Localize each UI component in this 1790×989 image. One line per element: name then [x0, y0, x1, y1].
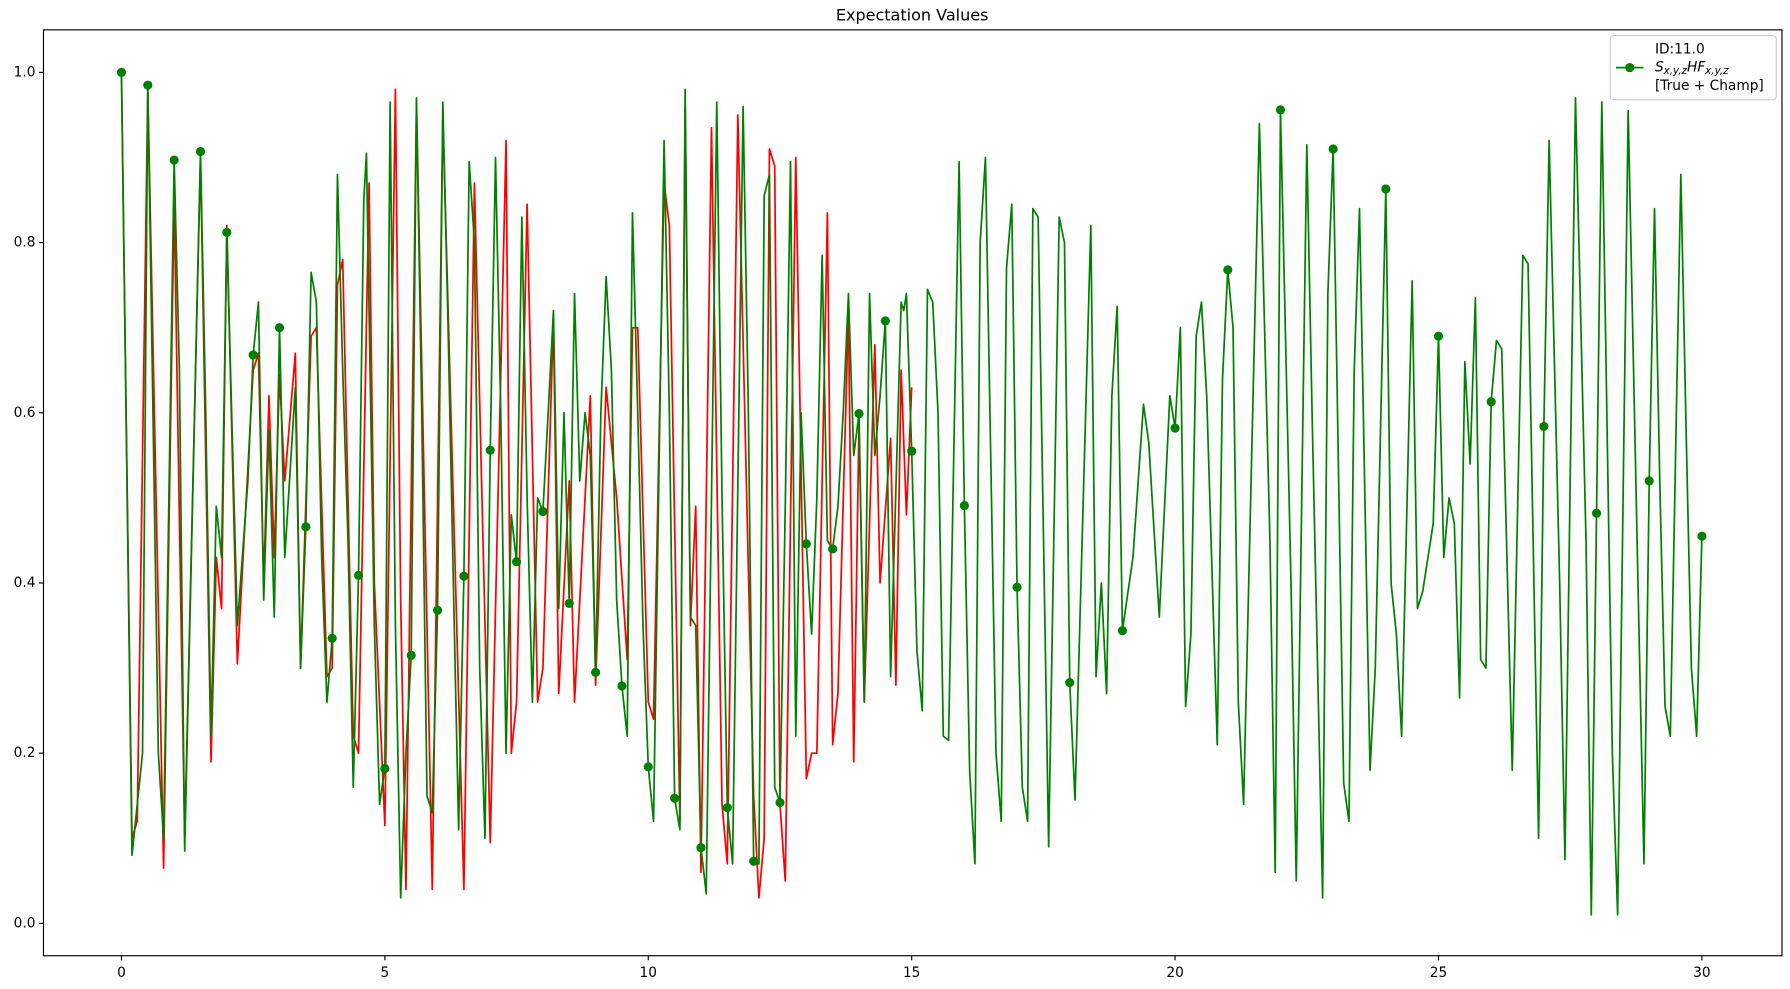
data-point: [643, 762, 653, 772]
data-point: [564, 598, 574, 608]
x-tick-label: 10: [640, 965, 657, 981]
data-point: [959, 500, 969, 511]
data-point: [116, 67, 127, 77]
axes-frame: [42, 29, 1783, 957]
data-point: [380, 763, 390, 774]
data-point: [1328, 144, 1338, 154]
y-tick-label: 0.0: [14, 915, 36, 931]
data-point: [169, 155, 179, 165]
legend-label-part: S: [1655, 60, 1664, 76]
chart-title: Expectation Values: [836, 6, 989, 25]
legend-label: ID:11.0: [1655, 41, 1705, 57]
data-point: [1644, 476, 1654, 486]
y-tick-label: 0.8: [14, 235, 36, 251]
data-point: [538, 506, 548, 517]
legend-label: Sx,y,zHFx,y,z: [1655, 60, 1729, 77]
legend-label-part: x,y,z: [1704, 65, 1729, 77]
y-tick-label: 1.0: [14, 64, 36, 80]
data-line: [120, 72, 1703, 916]
data-point: [1012, 582, 1022, 592]
data-point: [1381, 184, 1391, 194]
data-point: [143, 80, 153, 90]
data-point: [406, 650, 416, 660]
legend-label-part: HF: [1687, 60, 1706, 76]
data-point: [511, 557, 522, 567]
data-point: [1065, 677, 1075, 688]
data-point: [828, 544, 838, 554]
data-point: [1170, 423, 1180, 433]
data-point: [1275, 105, 1286, 115]
data-point: [1117, 626, 1127, 636]
x-tick-label: 20: [1166, 965, 1183, 981]
legend-marker: [1625, 63, 1635, 73]
data-point: [274, 323, 285, 333]
x-tick-label: 30: [1693, 965, 1710, 981]
legend-label-part: x,y,z: [1663, 65, 1688, 77]
data-point: [459, 571, 469, 581]
data-point: [749, 856, 759, 866]
data-point: [1223, 265, 1233, 275]
x-tick-label: 5: [381, 965, 390, 981]
x-tick-label: 15: [903, 965, 920, 981]
data-point: [1433, 331, 1444, 341]
data-point: [907, 446, 917, 456]
data-point: [591, 667, 601, 677]
y-tick-label: 0.6: [14, 405, 36, 421]
x-tick-label: 0: [117, 965, 126, 981]
data-point: [1539, 421, 1549, 431]
y-tick-label: 0.4: [14, 575, 36, 591]
data-point: [301, 522, 311, 532]
data-point: [775, 797, 785, 808]
data-point: [485, 445, 495, 455]
data-point: [696, 843, 706, 853]
data-point: [1486, 397, 1496, 407]
data-point: [353, 570, 364, 580]
data-point: [222, 227, 232, 237]
y-tick-label: 0.2: [14, 745, 36, 761]
data-point: [617, 681, 627, 691]
legend-box: [1609, 34, 1777, 101]
data-point: [432, 605, 443, 615]
x-tick-label: 25: [1430, 965, 1447, 981]
data-point: [880, 316, 890, 326]
legend-label: [True + Champ]: [1655, 78, 1764, 94]
data-point: [1591, 508, 1602, 518]
data-point: [854, 409, 864, 419]
data-point: [722, 803, 732, 813]
data-point: [248, 350, 258, 360]
data-point: [327, 633, 337, 643]
data-point: [801, 539, 811, 549]
data-point: [1697, 531, 1707, 541]
data-point: [670, 793, 680, 803]
data-point: [195, 146, 206, 157]
